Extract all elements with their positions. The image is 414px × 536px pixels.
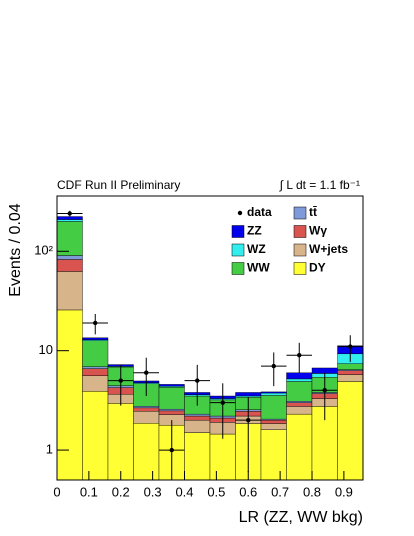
x-tick-label: 0.6 [239, 484, 257, 499]
legend-label: data [247, 205, 272, 219]
x-tick-label: 0.8 [303, 484, 321, 499]
data-point [169, 447, 174, 453]
histogram-segment [286, 372, 313, 380]
histogram-segment [56, 219, 83, 222]
legend-label: Wγ [309, 224, 327, 238]
x-tick-label: 0.7 [271, 484, 289, 499]
data-point [297, 353, 302, 358]
legend-label: WZ [247, 242, 266, 256]
data-point [271, 363, 276, 369]
histogram-segment [56, 221, 83, 256]
histogram-segment [260, 391, 287, 394]
legend-swatch [231, 262, 245, 275]
histogram-segment [184, 413, 211, 417]
y-tick-label: 10 [39, 342, 53, 357]
histogram-segment [158, 408, 185, 412]
histogram-segment [260, 419, 287, 424]
legend-swatch [293, 225, 307, 238]
legend-label: tt̄ [309, 205, 317, 219]
histogram-segment [133, 423, 160, 481]
data-point [220, 400, 225, 405]
legend-swatch [293, 262, 307, 275]
data-point [348, 344, 353, 349]
x-tick-label: 0 [53, 484, 60, 499]
histogram-segment [82, 391, 109, 481]
histogram-segment [133, 407, 160, 412]
legend-marker [237, 210, 243, 216]
legend-label: ZZ [247, 224, 262, 238]
histogram-segment [82, 375, 109, 392]
histogram-segment [56, 255, 83, 260]
histogram-segment [158, 410, 185, 415]
histogram-segment [286, 413, 313, 481]
data-point [144, 370, 149, 375]
x-tick-label: 0.1 [80, 484, 98, 499]
histogram-segment [337, 374, 364, 382]
histogram-segment [286, 381, 313, 402]
data-point [93, 320, 98, 326]
legend-label: WW [247, 261, 270, 275]
x-tick-label: 0.3 [144, 484, 162, 499]
histogram-segment [184, 415, 211, 421]
histogram-segment [260, 392, 287, 396]
data-point [246, 417, 251, 423]
legend-swatch [293, 206, 307, 220]
data-point [195, 378, 200, 383]
x-tick-label: 0.4 [175, 484, 193, 499]
histogram-segment [260, 395, 287, 420]
histogram-segment [82, 340, 109, 367]
data-point [322, 388, 327, 393]
legend-swatch [231, 243, 245, 257]
histogram-segment [82, 337, 109, 340]
histogram-segment [286, 402, 313, 407]
histogram-segment [158, 387, 185, 410]
histogram-segment [56, 309, 83, 481]
histogram-segment [286, 378, 313, 382]
histogram-segment [133, 411, 160, 424]
histogram-segment [133, 406, 160, 409]
chart-title: CDF Run II Preliminary [57, 178, 180, 192]
histogram-segment [235, 392, 262, 397]
y-tick-label: 1 [46, 442, 53, 457]
histogram-segment [260, 423, 287, 430]
legend-label: W+jets [309, 242, 348, 256]
plot-frame [56, 195, 364, 481]
y-tick-label: 10² [34, 243, 53, 258]
histogram-segment [56, 271, 83, 311]
histogram-segment [337, 363, 364, 370]
histogram-segment [311, 367, 338, 374]
y-axis-label: Events / 0.04 [7, 203, 24, 296]
histogram-segment [158, 384, 185, 387]
legend-swatch [293, 243, 307, 257]
x-tick-label: 0.2 [112, 484, 130, 499]
histogram-segment [184, 419, 211, 433]
x-tick-label: 0.5 [207, 484, 225, 499]
histogram-segment [56, 216, 83, 220]
annotation: ∫ L dt = 1.1 fb⁻¹ [279, 178, 360, 192]
data-point [118, 378, 123, 383]
x-tick-label: 0.9 [335, 484, 353, 499]
legend-label: DY [309, 261, 326, 275]
histogram-segment [184, 432, 211, 481]
histogram-segment [286, 401, 313, 403]
histogram-segment [337, 370, 364, 375]
legend-swatch [231, 225, 245, 238]
histogram-segment [56, 259, 83, 272]
histogram-segment [82, 368, 109, 376]
histogram-segment [209, 433, 236, 481]
histogram-segment [337, 381, 364, 481]
data-point [67, 211, 72, 216]
histogram-segment [82, 366, 109, 369]
histogram-segment [107, 403, 134, 481]
x-axis-label: LR (ZZ, WW bkg) [239, 509, 363, 526]
histogram-segment [260, 429, 287, 481]
histogram-segment [286, 406, 313, 415]
